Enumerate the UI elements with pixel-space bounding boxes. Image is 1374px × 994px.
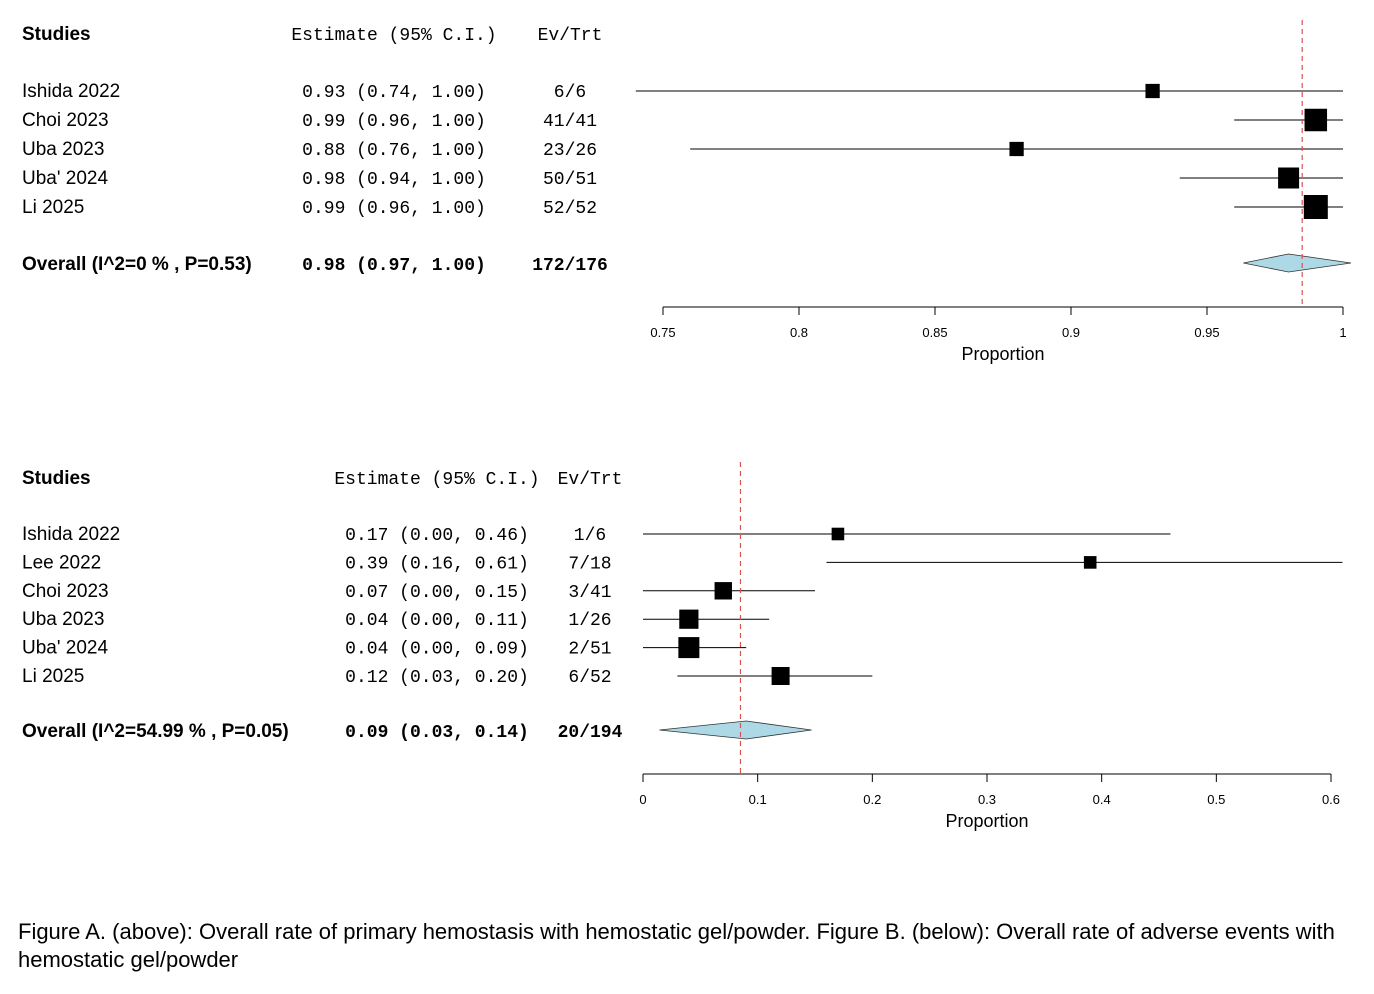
plot-a-estimate-square	[1009, 141, 1024, 157]
plot-b-study-events: 1/26	[568, 611, 611, 631]
plot-b-estimate-square	[714, 582, 732, 600]
plot-b-study-estimate: 0.04 (0.00, 0.11)	[345, 611, 529, 631]
plot-a-estimate-square	[1278, 167, 1300, 189]
plot-b-overall-estimate: 0.09 (0.03, 0.14)	[345, 723, 529, 743]
plot-a-study-name: Ishida 2022	[22, 81, 120, 102]
plot-a-study-estimate: 0.99 (0.96, 1.00)	[302, 112, 486, 132]
plot-a-study-name: Uba' 2024	[22, 168, 108, 189]
plot-a-study-events: 23/26	[543, 141, 597, 161]
plot-b-study-estimate: 0.12 (0.03, 0.20)	[345, 668, 529, 688]
plot-b-study-name: Lee 2022	[22, 552, 101, 573]
plot-b-x-tick-label: 0.4	[1093, 792, 1111, 807]
plot-b-study-events: 3/41	[568, 583, 611, 603]
plot-b-study-events: 1/6	[574, 526, 606, 546]
plot-b-header-estimate: Estimate (95% C.I.)	[334, 470, 539, 490]
plot-a-header-events: Ev/Trt	[538, 26, 603, 46]
plot-a-study-name: Choi 2023	[22, 110, 109, 131]
plot-a-x-axis-label: Proportion	[961, 344, 1044, 364]
plot-a-estimate-square	[1304, 108, 1328, 132]
plot-b-header-events: Ev/Trt	[558, 470, 623, 490]
plot-b-x-tick-label: 0.6	[1322, 792, 1340, 807]
plot-b-study-events: 6/52	[568, 668, 611, 688]
plot-a-estimate-square	[1145, 83, 1160, 99]
plot-b-study-estimate: 0.17 (0.00, 0.46)	[345, 526, 529, 546]
forest-plot-figure: Studies Estimate (95% C.I.) Ev/Trt Ishida 2…	[22, 20, 1352, 831]
plot-a-estimate-square	[1303, 195, 1328, 219]
plot-b-study-name: Uba 2023	[22, 609, 104, 630]
plot-a-study-estimate: 0.99 (0.96, 1.00)	[302, 199, 486, 219]
plot-a-header-estimate: Estimate (95% C.I.)	[291, 26, 496, 46]
plot-a-overall-events: 172/176	[532, 256, 608, 276]
plot-b-x-tick-label: 0.3	[978, 792, 996, 807]
plot-b-study-events: 2/51	[568, 640, 611, 660]
plot-b-study-name: Choi 2023	[22, 581, 109, 602]
plot-a-study-estimate: 0.93 (0.74, 1.00)	[302, 83, 486, 103]
plot-b-overall-label: Overall (I^2=54.99 % , P=0.05)	[22, 721, 289, 742]
plot-b-x-tick-label: 0.1	[749, 792, 767, 807]
plot-b-study-events: 7/18	[568, 554, 611, 574]
plot-a-x-tick-label: 1	[1339, 325, 1346, 340]
plot-a-overall-diamond	[1243, 253, 1352, 273]
plot-b-estimate-square	[831, 527, 845, 541]
plot-b-study-estimate: 0.39 (0.16, 0.61)	[345, 554, 529, 574]
plot-b-estimate-square	[678, 637, 700, 659]
plot-a-x-tick-label: 0.95	[1194, 325, 1219, 340]
plot-b-study-estimate: 0.04 (0.00, 0.09)	[345, 640, 529, 660]
plot-b-study-name: Ishida 2022	[22, 524, 120, 545]
plot-a-study-name: Li 2025	[22, 197, 84, 218]
plot-b-study-estimate: 0.07 (0.00, 0.15)	[345, 583, 529, 603]
plot-b-estimate-square	[1083, 556, 1097, 569]
plot-b-study-name: Uba' 2024	[22, 638, 108, 659]
plot-a-x-tick-label: 0.85	[922, 325, 947, 340]
plot-b-estimate-square	[679, 609, 699, 629]
plot-b-overall-diamond	[659, 720, 812, 740]
plot-a-header-studies: Studies	[22, 24, 91, 45]
plot-a-x-tick-label: 0.8	[790, 325, 808, 340]
plot-a-overall-estimate: 0.98 (0.97, 1.00)	[302, 256, 486, 276]
plot-a-x-tick-label: 0.9	[1062, 325, 1080, 340]
plot-b-x-axis-label: Proportion	[945, 811, 1028, 831]
figure-caption: Figure A. (above): Overall rate of prima…	[18, 919, 1335, 972]
plot-a-study-events: 52/52	[543, 199, 597, 219]
plot-b-header-studies: Studies	[22, 468, 91, 489]
plot-a-study-events: 6/6	[554, 83, 586, 103]
plot-a-study-estimate: 0.98 (0.94, 1.00)	[302, 170, 486, 190]
plot-b-x-tick-label: 0	[639, 792, 646, 807]
plot-b-x-tick-label: 0.2	[863, 792, 881, 807]
plot-b-estimate-square	[771, 667, 790, 685]
plot-b-x-tick-label: 0.5	[1207, 792, 1225, 807]
plot-a-study-events: 41/41	[543, 112, 597, 132]
plot-a-study-name: Uba 2023	[22, 139, 104, 160]
plot-a-study-events: 50/51	[543, 170, 597, 190]
plot-a-study-estimate: 0.88 (0.76, 1.00)	[302, 141, 486, 161]
plot-b-overall-events: 20/194	[558, 723, 623, 743]
plot-a-overall-label: Overall (I^2=0 % , P=0.53)	[22, 254, 252, 275]
plot-a-x-tick-label: 0.75	[650, 325, 675, 340]
plot-b-study-name: Li 2025	[22, 666, 84, 687]
